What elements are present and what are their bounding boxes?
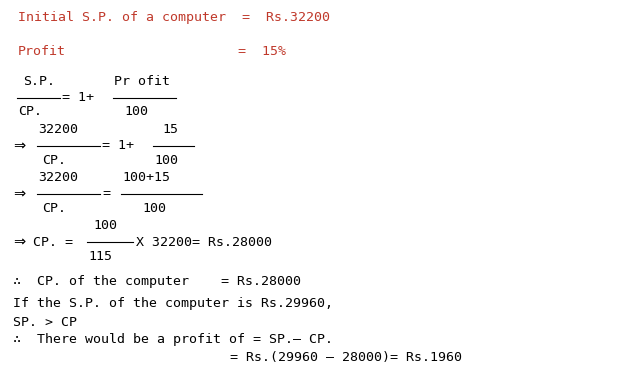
Text: S.P.: S.P. bbox=[23, 76, 55, 88]
Text: CP. =: CP. = bbox=[33, 236, 73, 248]
Text: X 32200= Rs.28000: X 32200= Rs.28000 bbox=[136, 236, 272, 248]
Text: =  15%: = 15% bbox=[238, 46, 286, 58]
Text: 32200: 32200 bbox=[38, 171, 78, 185]
Text: 100: 100 bbox=[124, 105, 148, 119]
Text: ∴  There would be a profit of = SP.– CP.: ∴ There would be a profit of = SP.– CP. bbox=[13, 334, 333, 346]
Text: If the S.P. of the computer is Rs.29960,: If the S.P. of the computer is Rs.29960, bbox=[13, 298, 333, 310]
Text: 100: 100 bbox=[142, 201, 166, 214]
Text: Profit: Profit bbox=[18, 46, 66, 58]
Text: Pr ofit: Pr ofit bbox=[114, 76, 170, 88]
Text: CP.: CP. bbox=[42, 153, 66, 167]
Text: = 1+: = 1+ bbox=[62, 91, 94, 105]
Text: CP.: CP. bbox=[42, 201, 66, 214]
Text: ⇒: ⇒ bbox=[13, 235, 25, 250]
Text: =: = bbox=[102, 188, 110, 200]
Text: ⇒: ⇒ bbox=[13, 186, 25, 201]
Text: = Rs.(29960 – 28000)= Rs.1960: = Rs.(29960 – 28000)= Rs.1960 bbox=[230, 352, 462, 364]
Text: 15: 15 bbox=[162, 124, 178, 137]
Text: ⇒: ⇒ bbox=[13, 138, 25, 153]
Text: ∴  CP. of the computer    = Rs.28000: ∴ CP. of the computer = Rs.28000 bbox=[13, 276, 301, 288]
Text: 100: 100 bbox=[93, 219, 117, 233]
Text: 100+15: 100+15 bbox=[122, 171, 170, 185]
Text: 115: 115 bbox=[88, 250, 112, 262]
Text: Initial S.P. of a computer  =  Rs.32200: Initial S.P. of a computer = Rs.32200 bbox=[18, 11, 330, 25]
Text: SP. > CP: SP. > CP bbox=[13, 316, 77, 328]
Text: 32200: 32200 bbox=[38, 124, 78, 137]
Text: 100: 100 bbox=[154, 153, 178, 167]
Text: = 1+: = 1+ bbox=[102, 139, 134, 153]
Text: CP.: CP. bbox=[18, 105, 42, 119]
